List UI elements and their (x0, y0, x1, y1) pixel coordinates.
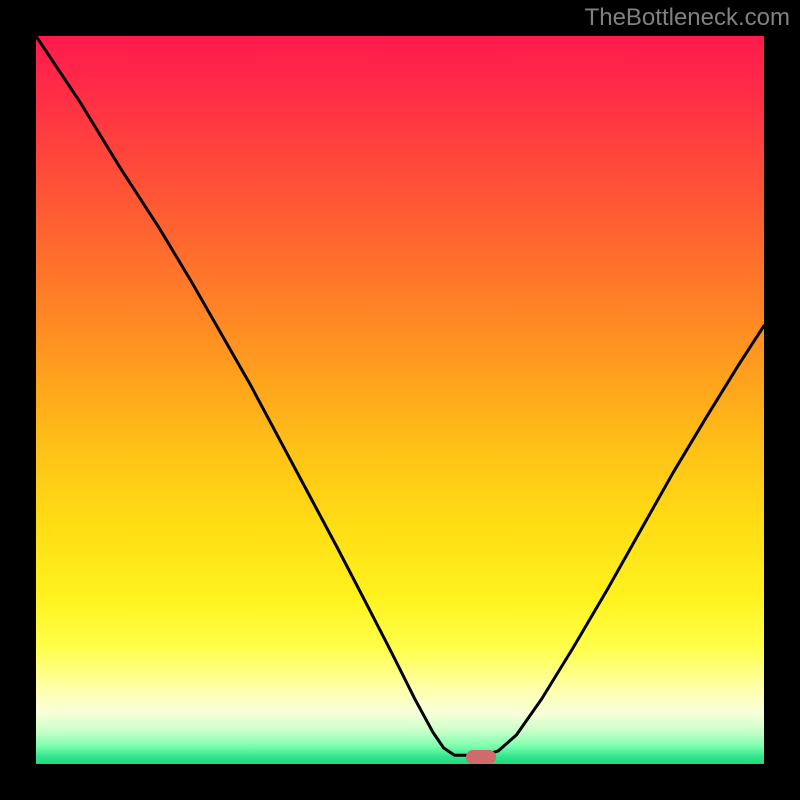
curve-line (36, 36, 764, 764)
optimal-marker (466, 750, 496, 764)
chart-container: TheBottleneck.com (0, 0, 800, 800)
watermark-text: TheBottleneck.com (585, 4, 790, 32)
plot-area (36, 36, 764, 764)
